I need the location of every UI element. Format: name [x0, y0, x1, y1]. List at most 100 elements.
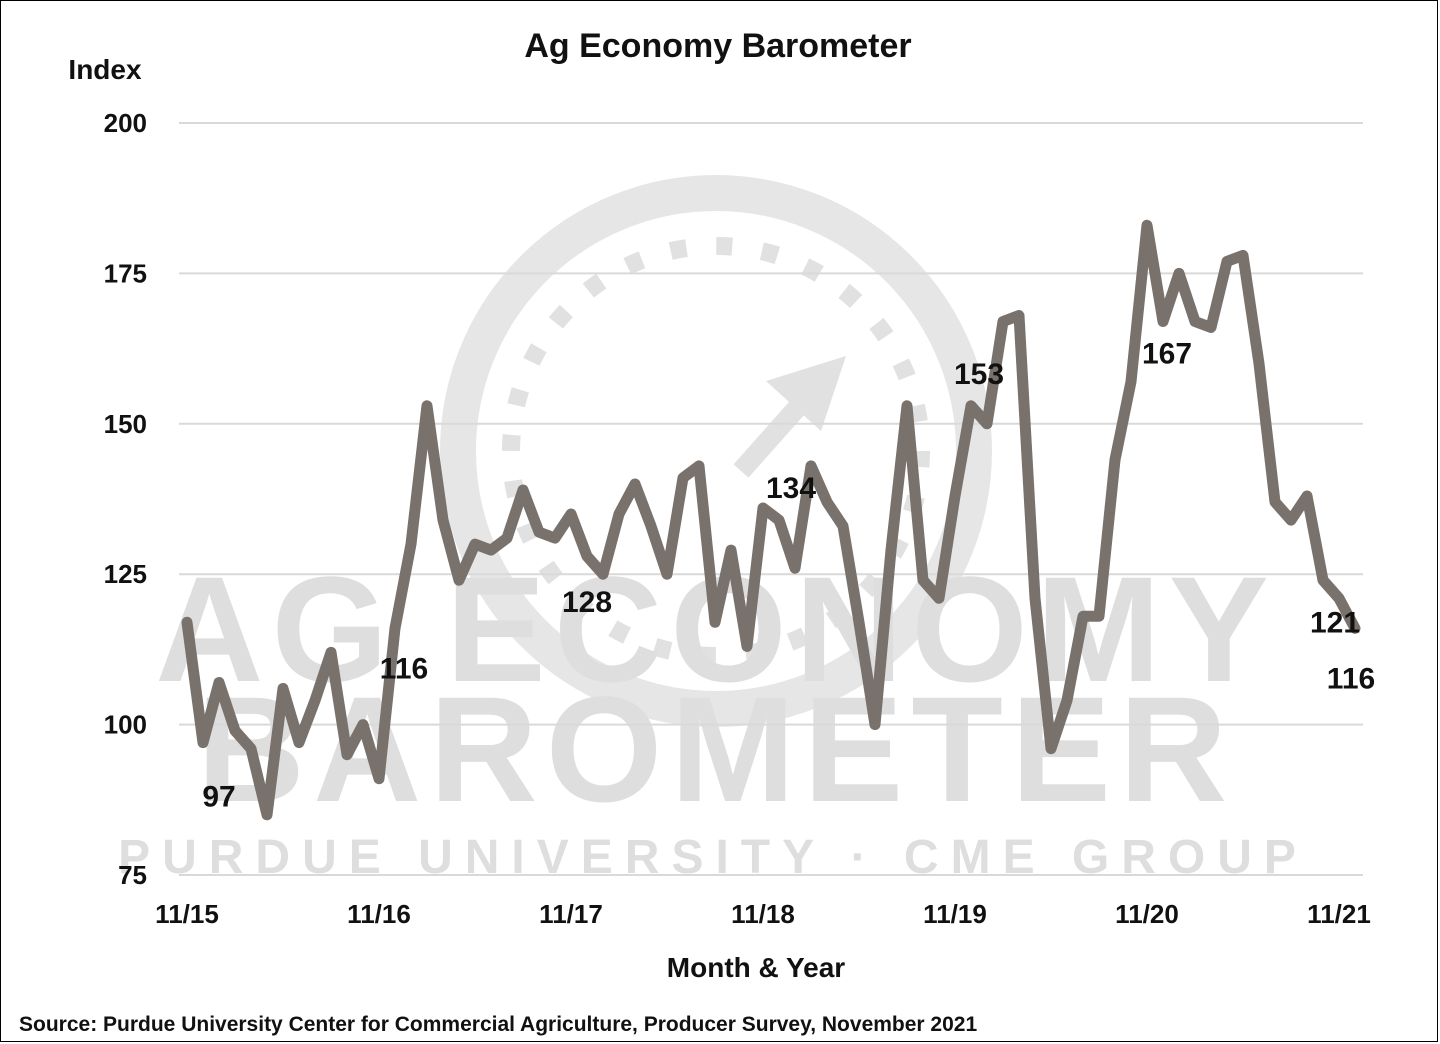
x-axis-title: Month & Year — [667, 952, 846, 983]
y-tick-label: 175 — [104, 258, 147, 288]
data-point — [1353, 626, 1357, 630]
data-label: 116 — [380, 652, 428, 685]
x-tick-label: 11/18 — [731, 899, 795, 929]
data-point — [617, 512, 621, 516]
data-point — [1305, 494, 1309, 498]
data-point — [1209, 326, 1213, 330]
data-point — [809, 464, 813, 468]
data-point — [921, 578, 925, 582]
data-point — [841, 524, 845, 528]
data-point — [1065, 699, 1069, 703]
y-tick-label: 125 — [104, 559, 147, 589]
data-point — [537, 530, 541, 534]
data-point — [1273, 500, 1277, 504]
data-point — [825, 500, 829, 504]
data-point — [201, 741, 205, 745]
data-point — [905, 404, 909, 408]
data-labels: 97 116 128 134 153 167 121 116 — [202, 338, 1375, 814]
y-tick-label: 75 — [118, 860, 147, 890]
data-label: 97 — [202, 781, 235, 814]
data-point — [1033, 596, 1037, 600]
data-point — [1225, 259, 1229, 263]
data-point — [665, 572, 669, 576]
data-point — [297, 741, 301, 745]
data-point — [249, 747, 253, 751]
data-point — [265, 813, 269, 817]
x-tick-label: 11/19 — [923, 899, 987, 929]
x-axis-ticks: 11/15 11/16 11/17 11/18 11/19 11/20 11/21 — [155, 899, 1371, 929]
data-point — [425, 404, 429, 408]
data-label: 153 — [954, 358, 1004, 391]
data-point — [1289, 518, 1293, 522]
data-point — [953, 494, 957, 498]
data-point — [457, 578, 461, 582]
data-point — [873, 723, 877, 727]
y-axis-ticks: 200 175 150 125 100 75 — [104, 108, 147, 890]
data-point — [697, 464, 701, 468]
data-point — [361, 723, 365, 727]
data-point — [585, 554, 589, 558]
x-tick-label: 11/16 — [347, 899, 411, 929]
data-point — [1017, 314, 1021, 318]
data-point — [1049, 747, 1053, 751]
data-point — [1241, 253, 1245, 257]
y-tick-label: 200 — [104, 108, 147, 138]
gridlines — [179, 122, 1363, 876]
data-label: 167 — [1142, 338, 1192, 371]
data-point — [969, 404, 973, 408]
chart-title: Ag Economy Barometer — [524, 27, 911, 65]
data-point — [729, 548, 733, 552]
data-point — [233, 729, 237, 733]
data-point — [1097, 614, 1101, 618]
data-point — [713, 620, 717, 624]
data-point — [281, 687, 285, 691]
watermark-logo: AG ECONOMY BAROMETER PURDUE UNIVERSITY ·… — [118, 175, 1308, 884]
data-point — [1321, 578, 1325, 582]
y-tick-label: 100 — [104, 710, 147, 740]
data-point — [649, 524, 653, 528]
data-point — [857, 620, 861, 624]
data-label: 128 — [562, 586, 612, 619]
data-point — [569, 512, 573, 516]
data-point — [313, 699, 317, 703]
data-point — [521, 488, 525, 492]
data-point — [1145, 223, 1149, 227]
data-point — [489, 548, 493, 552]
watermark-gauge-ring — [440, 175, 992, 727]
data-point — [393, 626, 397, 630]
series-line — [181, 219, 1361, 821]
data-point — [745, 644, 749, 648]
data-point — [409, 542, 413, 546]
data-label: 121 — [1310, 606, 1360, 639]
data-point — [185, 620, 189, 624]
source-note: Source: Purdue University Center for Com… — [19, 1013, 977, 1036]
data-point — [601, 572, 605, 576]
data-point — [1081, 614, 1085, 618]
data-point — [553, 536, 557, 540]
x-tick-label: 11/17 — [539, 899, 603, 929]
data-point — [777, 518, 781, 522]
watermark-line3: PURDUE UNIVERSITY · CME GROUP — [118, 831, 1308, 884]
data-point — [345, 753, 349, 757]
data-point — [1161, 320, 1165, 324]
data-point — [1129, 380, 1133, 384]
watermark-arrow-head — [766, 356, 846, 431]
data-point — [473, 542, 477, 546]
x-tick-label: 11/20 — [1115, 899, 1179, 929]
data-point — [633, 482, 637, 486]
data-point — [1113, 458, 1117, 462]
data-point — [985, 422, 989, 426]
data-point — [1257, 362, 1261, 366]
data-point — [441, 518, 445, 522]
data-point — [761, 506, 765, 510]
data-label: 134 — [766, 472, 816, 505]
data-point — [1337, 596, 1341, 600]
data-point — [1177, 271, 1181, 275]
data-point — [329, 650, 333, 654]
data-label: 116 — [1327, 662, 1375, 695]
y-tick-label: 150 — [104, 409, 147, 439]
watermark-gauge-ticks — [502, 237, 930, 665]
data-point — [377, 777, 381, 781]
